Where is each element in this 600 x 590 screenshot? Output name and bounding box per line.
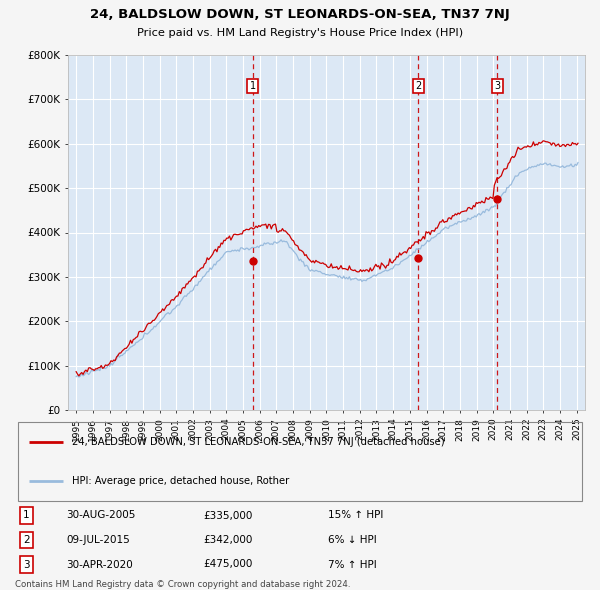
Text: 1: 1: [250, 81, 256, 91]
Text: 6% ↓ HPI: 6% ↓ HPI: [329, 535, 377, 545]
Text: Contains HM Land Registry data © Crown copyright and database right 2024.
This d: Contains HM Land Registry data © Crown c…: [15, 580, 350, 590]
Text: Price paid vs. HM Land Registry's House Price Index (HPI): Price paid vs. HM Land Registry's House …: [137, 28, 463, 38]
Text: 09-JUL-2015: 09-JUL-2015: [66, 535, 130, 545]
Text: 30-AUG-2005: 30-AUG-2005: [66, 510, 136, 520]
Text: £342,000: £342,000: [203, 535, 253, 545]
Text: £475,000: £475,000: [203, 559, 253, 569]
Text: HPI: Average price, detached house, Rother: HPI: Average price, detached house, Roth…: [72, 476, 289, 486]
Text: 2: 2: [23, 535, 30, 545]
Text: 24, BALDSLOW DOWN, ST LEONARDS-ON-SEA, TN37 7NJ (detached house): 24, BALDSLOW DOWN, ST LEONARDS-ON-SEA, T…: [72, 437, 445, 447]
Text: 2: 2: [415, 81, 421, 91]
Text: 24, BALDSLOW DOWN, ST LEONARDS-ON-SEA, TN37 7NJ: 24, BALDSLOW DOWN, ST LEONARDS-ON-SEA, T…: [90, 8, 510, 21]
Text: 1: 1: [23, 510, 30, 520]
Text: 7% ↑ HPI: 7% ↑ HPI: [329, 559, 377, 569]
Text: 30-APR-2020: 30-APR-2020: [66, 559, 133, 569]
Text: 3: 3: [494, 81, 500, 91]
Text: 15% ↑ HPI: 15% ↑ HPI: [329, 510, 384, 520]
Text: 3: 3: [23, 559, 30, 569]
Text: £335,000: £335,000: [203, 510, 253, 520]
